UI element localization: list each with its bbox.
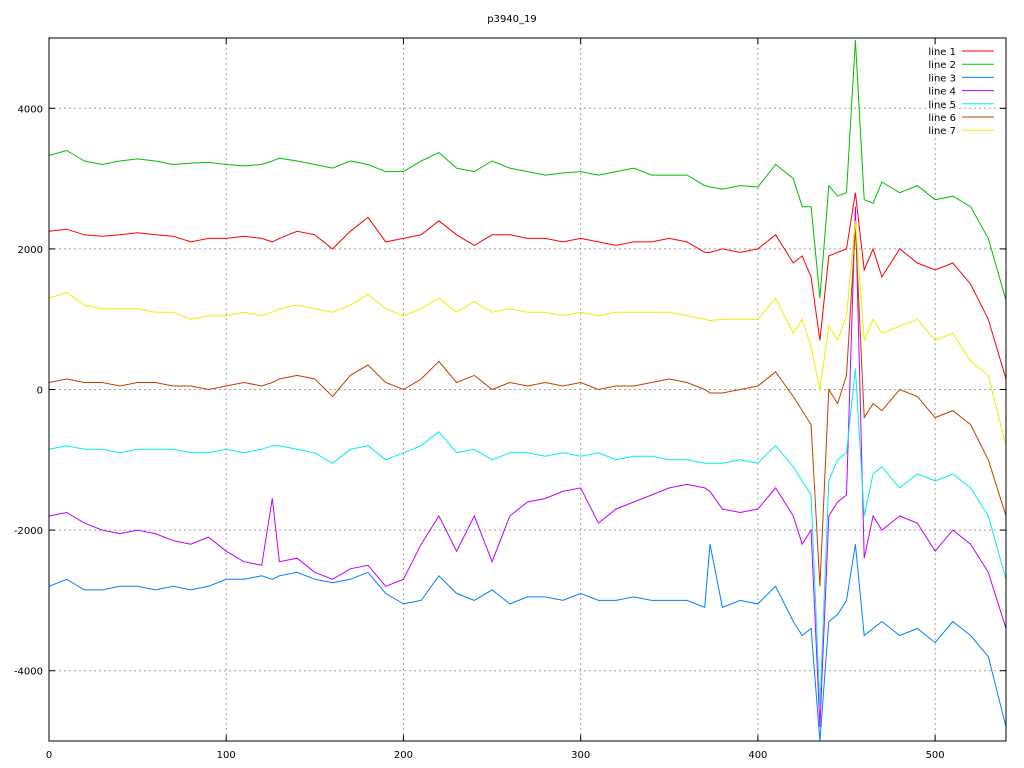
y-tick-label: -2000 (14, 526, 43, 537)
x-tick-label: 0 (46, 750, 52, 761)
legend: line 1 line 2 line 3 line 4 line 5 line 6 line… (928, 47, 994, 137)
x-tick-label: 400 (748, 750, 767, 761)
series-line-5 (49, 368, 1006, 706)
y-tick-label: 4000 (18, 104, 43, 115)
series-line-7 (49, 220, 1006, 446)
legend-label: line 4 (928, 87, 956, 98)
x-tick-label: 100 (217, 750, 236, 761)
legend-label: line 5 (928, 100, 956, 111)
series-line-4 (49, 206, 1006, 727)
legend-label: line 3 (928, 73, 956, 84)
legend-label: line 7 (928, 126, 956, 137)
chart-title: p3940_19 (487, 14, 537, 25)
y-tick-label: -4000 (14, 667, 43, 678)
legend-label: line 2 (928, 60, 956, 71)
series-line-6 (49, 227, 1006, 587)
legend-label: line 1 (928, 47, 956, 58)
series-lines (49, 40, 1006, 741)
x-tick-label: 300 (571, 750, 590, 761)
axis-ticks: 0 100 200 300 400 500 -4000 -2000 0 2000 4000 (14, 38, 1006, 761)
legend-label: line 6 (928, 113, 956, 124)
x-tick-label: 200 (394, 750, 413, 761)
series-line-1 (49, 192, 1006, 380)
series-line-2 (49, 40, 1006, 301)
series-line-3 (49, 544, 1006, 741)
y-tick-label: 0 (37, 386, 43, 397)
x-tick-label: 500 (926, 750, 945, 761)
y-tick-label: 2000 (18, 245, 43, 256)
